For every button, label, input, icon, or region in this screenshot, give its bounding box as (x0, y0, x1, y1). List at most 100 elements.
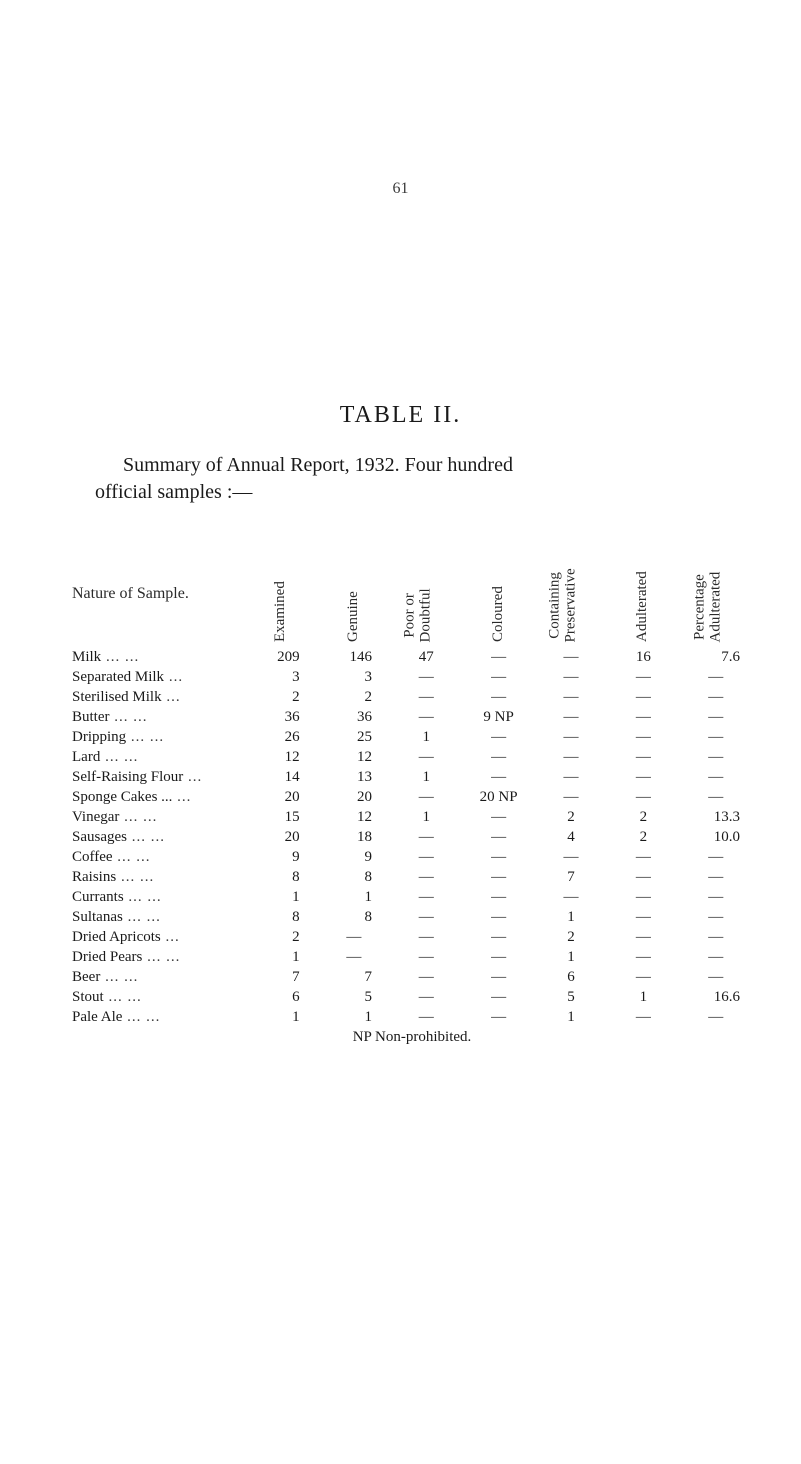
coloured-cell: — (462, 906, 534, 926)
percentage-cell: — (680, 746, 752, 766)
examined-cell: 8 (245, 906, 317, 926)
containing-cell: 2 (535, 926, 607, 946)
nature-cell: Sponge Cakes ... ... (72, 786, 245, 806)
intro-text: Summary of Annual Report, 1932. Four hun… (95, 452, 721, 506)
containing-cell: 2 (535, 806, 607, 826)
percentage-cell: — (680, 966, 752, 986)
genuine-cell: 18 (318, 826, 390, 846)
genuine-cell: 5 (318, 986, 390, 1006)
containing-cell: 1 (535, 946, 607, 966)
genuine-cell: 1 (318, 1006, 390, 1026)
adulterated-cell: — (607, 706, 679, 726)
table-header-row: Nature of Sample. Examined Genuine Poor … (72, 548, 752, 646)
adulterated-cell: 2 (607, 826, 679, 846)
row-name: Currants (72, 889, 124, 905)
row-name: Separated Milk (72, 669, 164, 685)
adulterated-cell: — (607, 906, 679, 926)
percentage-cell: — (680, 946, 752, 966)
col-genuine-header: Genuine (318, 548, 390, 646)
row-dots: ... (161, 929, 180, 945)
poor-cell: — (390, 666, 462, 686)
table-row: Milk ... ...20914647——167.6 (72, 646, 752, 666)
row-dots: ... ... (119, 809, 157, 825)
examined-cell: 36 (245, 706, 317, 726)
percentage-cell: — (680, 706, 752, 726)
percentage-cell: — (680, 846, 752, 866)
coloured-cell: — (462, 926, 534, 946)
row-dots: ... ... (127, 829, 165, 845)
row-name: Self-Raising Flour (72, 769, 183, 785)
summary-table: Nature of Sample. Examined Genuine Poor … (72, 548, 752, 1046)
poor-cell: — (390, 886, 462, 906)
nature-cell: Dried Pears ... ... (72, 946, 245, 966)
examined-cell: 1 (245, 886, 317, 906)
row-name: Lard (72, 749, 100, 765)
table-title: TABLE II. (340, 402, 461, 429)
col-poor-header: Poor orDoubtful (390, 548, 462, 646)
poor-cell: — (390, 786, 462, 806)
examined-cell: 12 (245, 746, 317, 766)
poor-cell: — (390, 826, 462, 846)
adulterated-cell: — (607, 926, 679, 946)
examined-cell: 6 (245, 986, 317, 1006)
coloured-cell: — (462, 686, 534, 706)
coloured-cell: — (462, 646, 534, 666)
row-dots: ... ... (110, 709, 148, 725)
row-dots: ... ... (100, 969, 138, 985)
genuine-cell: — (318, 946, 390, 966)
row-dots: ... (183, 769, 202, 785)
containing-cell: 1 (535, 906, 607, 926)
nature-cell: Sausages ... ... (72, 826, 245, 846)
table-row: Sterilised Milk ...22————— (72, 686, 752, 706)
containing-cell: — (535, 726, 607, 746)
page-number: 61 (393, 180, 409, 198)
percentage-cell: — (680, 886, 752, 906)
examined-cell: 8 (245, 866, 317, 886)
row-name: Sausages (72, 829, 127, 845)
row-name: Stout (72, 989, 104, 1005)
nature-cell: Currants ... ... (72, 886, 245, 906)
nature-cell: Pale Ale ... ... (72, 1006, 245, 1026)
row-name: Pale Ale (72, 1009, 122, 1025)
row-name: Sponge Cakes ... (72, 789, 172, 805)
table-body: Milk ... ...20914647——167.6Separated Mil… (72, 646, 752, 1046)
row-name: Dried Pears (72, 949, 142, 965)
row-name: Sultanas (72, 909, 123, 925)
footnote-row: NP Non-prohibited. (72, 1026, 752, 1046)
table-row: Pale Ale ... ...11——1—— (72, 1006, 752, 1026)
col-nature-header: Nature of Sample. (72, 548, 245, 646)
containing-cell: — (535, 766, 607, 786)
table-row: Lard ... ...1212————— (72, 746, 752, 766)
adulterated-cell: — (607, 666, 679, 686)
coloured-cell: 9 NP (462, 706, 534, 726)
adulterated-cell: — (607, 726, 679, 746)
adulterated-cell: — (607, 786, 679, 806)
coloured-cell: — (462, 986, 534, 1006)
genuine-cell: 25 (318, 726, 390, 746)
poor-cell: 1 (390, 806, 462, 826)
nature-cell: Raisins ... ... (72, 866, 245, 886)
row-dots: ... ... (124, 889, 162, 905)
containing-cell: — (535, 746, 607, 766)
percentage-cell: — (680, 686, 752, 706)
table-row: Separated Milk ...33————— (72, 666, 752, 686)
intro-line-1: Summary of Annual Report, 1932. Four hun… (95, 452, 721, 479)
containing-cell: 7 (535, 866, 607, 886)
percentage-cell: — (680, 666, 752, 686)
row-dots: ... ... (104, 989, 142, 1005)
coloured-cell: — (462, 806, 534, 826)
containing-cell: 4 (535, 826, 607, 846)
nature-cell: Sterilised Milk ... (72, 686, 245, 706)
coloured-cell: — (462, 966, 534, 986)
coloured-cell: — (462, 866, 534, 886)
containing-cell: — (535, 846, 607, 866)
coloured-cell: — (462, 1006, 534, 1026)
containing-cell: 5 (535, 986, 607, 1006)
row-name: Sterilised Milk (72, 689, 162, 705)
percentage-cell: — (680, 926, 752, 946)
genuine-cell: 36 (318, 706, 390, 726)
footnote-cell: NP Non-prohibited. (72, 1026, 752, 1046)
genuine-cell: 8 (318, 906, 390, 926)
table-row: Beer ... ...77——6—— (72, 966, 752, 986)
row-dots: ... ... (123, 909, 161, 925)
